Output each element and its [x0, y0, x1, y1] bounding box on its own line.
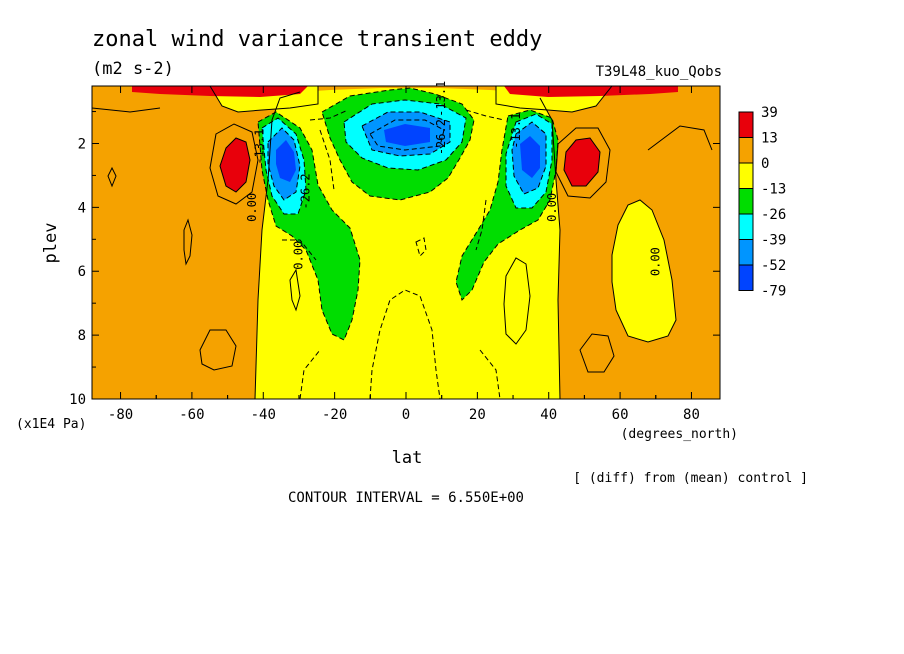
y-tick-label: 10	[69, 392, 86, 408]
chart-title: zonal wind variance transient eddy	[92, 27, 542, 52]
y-tick-label: 8	[78, 328, 86, 344]
legend-label: -79	[761, 284, 786, 300]
legend-swatch	[738, 188, 754, 215]
x-axis: -80 -60 -40 -20 0 20 40 60 80	[108, 86, 700, 423]
x-tick-label: 20	[469, 407, 486, 423]
zero-contour-right-blob	[611, 199, 677, 343]
contour-bottom-right	[579, 333, 615, 373]
y-tick-label: 2	[78, 136, 86, 152]
x-tick-label: 80	[683, 407, 700, 423]
contour-dashed-center-small	[415, 237, 427, 257]
legend-label: 39	[761, 105, 778, 121]
x-tick-label: -20	[322, 407, 347, 423]
zero-contours	[92, 86, 713, 399]
legend-swatch	[738, 162, 754, 189]
contour-minus26-center	[343, 99, 467, 171]
y-tick-label: 6	[78, 264, 86, 280]
contour-dashed-right-low	[479, 349, 501, 399]
contour-dashed-right-upper	[475, 199, 487, 251]
legend-label: 13	[761, 131, 778, 147]
chart-units: (m2 s-2)	[92, 59, 174, 79]
contour-minus39-center	[361, 111, 451, 157]
contour-right-upper	[647, 125, 713, 151]
contour-label: -13.1	[434, 81, 448, 117]
contour-label: 0.00	[245, 193, 259, 222]
field-region-darkblue-right	[520, 136, 540, 178]
field-region-darkblue-left	[276, 140, 296, 182]
contour-red-left	[219, 137, 251, 193]
y-axis-units: (x1E4 Pa)	[16, 417, 86, 432]
contour-minus26-left	[261, 117, 307, 215]
contour-dashed-left-upper	[319, 129, 335, 191]
zero-contour-left-top	[209, 86, 319, 113]
legend-label: 0	[761, 156, 769, 172]
legend-label: -39	[761, 233, 786, 249]
contour-label: -26.2	[299, 173, 313, 209]
contour-minus39-right	[511, 121, 547, 195]
field-region-red-top-right	[504, 86, 678, 97]
run-label: T39L48_kuo_Qobs	[596, 64, 722, 80]
x-tick-label: -60	[179, 407, 204, 423]
contour-right-low	[503, 257, 531, 345]
contour-minus45-center	[369, 119, 445, 151]
legend-label: -26	[761, 207, 786, 223]
legend-swatch	[738, 111, 754, 138]
legend-label: -52	[761, 258, 786, 274]
contour-label: 0.00	[545, 193, 559, 222]
contour-minus-top-right	[465, 109, 505, 121]
legend-swatch	[738, 137, 754, 164]
x-tick-label: 0	[402, 407, 410, 423]
contour-dashed-center-low	[369, 289, 441, 399]
contour-left-low	[289, 268, 301, 312]
field-region-darkblue-center	[384, 124, 430, 146]
legend-swatch	[738, 213, 754, 240]
y-tick-label: 4	[78, 200, 86, 216]
field-region-red-top-left	[132, 86, 308, 97]
legend-swatch	[738, 264, 754, 291]
contour-interval-text: CONTOUR INTERVAL = 6.550E+00	[288, 490, 524, 506]
field-region-red-blob-right	[564, 138, 600, 186]
contour-positive-left	[209, 123, 259, 205]
x-tick-label: 40	[540, 407, 557, 423]
contour-minus13-center	[321, 87, 475, 201]
x-axis-label: lat	[392, 448, 423, 468]
contour-positive-right	[555, 127, 611, 199]
x-tick-label: -80	[108, 407, 133, 423]
contour-label: 0.00	[292, 241, 306, 270]
x-tick-label: 60	[612, 407, 629, 423]
y-axis: 2 4 6 8 10	[69, 111, 720, 408]
contour-label: -26.2	[434, 119, 448, 155]
contour-label: -13.1	[252, 129, 266, 165]
x-axis-units: (degrees_north)	[621, 427, 738, 442]
field-region-yellow-right-blob	[612, 200, 676, 342]
legend-label: -13	[761, 182, 786, 198]
contour-label: 0.00	[648, 247, 662, 276]
zero-contour-right-top	[495, 86, 613, 113]
y-axis-label: plev	[41, 223, 61, 264]
contour-dashed-left-mid	[282, 239, 317, 261]
contour-red-right	[563, 137, 601, 187]
contour-minus13-left	[257, 111, 361, 341]
contour-small-far-left	[107, 166, 117, 188]
diff-note: [ (diff) from (mean) control ]	[573, 471, 808, 486]
contour-label: -13.1	[509, 113, 523, 149]
zero-contour-right	[539, 97, 561, 399]
heatmap-field	[92, 86, 720, 399]
contour-minus-top-left	[309, 109, 349, 121]
negative-contours	[257, 87, 559, 399]
contour-minus26-right	[505, 113, 553, 209]
contour-dashed-left-low	[299, 349, 321, 399]
legend-swatch	[738, 239, 754, 266]
color-legend: 39 13 0 -13 -26 -39 -52 -79	[738, 105, 786, 300]
contour-minus39-left	[267, 127, 301, 201]
x-tick-label: -40	[251, 407, 276, 423]
contour-small-left	[183, 218, 193, 266]
contour-labels: 0.00 0.00 0.00 0.00 -26.2 -13.1 -13.1 -26.2 -13.…	[245, 81, 662, 276]
contour-bottom-left	[199, 329, 237, 371]
field-region-red-blob-left	[220, 138, 250, 192]
contour-left-upper	[92, 107, 161, 113]
